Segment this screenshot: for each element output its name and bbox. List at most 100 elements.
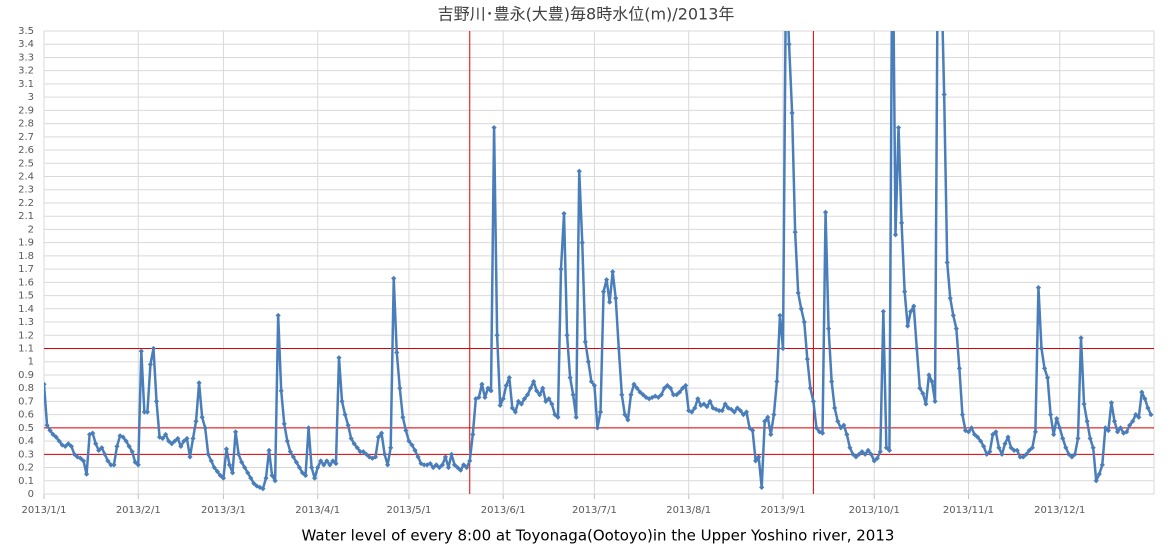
data-point xyxy=(1011,447,1017,453)
data-point xyxy=(920,390,926,397)
data-point xyxy=(366,454,372,460)
data-point xyxy=(257,484,263,490)
data-point xyxy=(1148,412,1154,418)
data-point xyxy=(1105,427,1111,434)
data-point xyxy=(518,401,525,407)
y-tick-label: 2.1 xyxy=(18,211,34,222)
data-point xyxy=(722,401,728,407)
data-point xyxy=(1023,451,1029,457)
plot-border xyxy=(43,30,1155,495)
y-tick-label: 0.5 xyxy=(18,423,34,434)
data-point xyxy=(44,381,47,387)
data-point xyxy=(819,430,826,436)
data-point xyxy=(348,435,354,442)
data-point xyxy=(655,394,661,401)
data-point xyxy=(388,445,394,451)
y-tick-label: 0 xyxy=(28,489,34,500)
data-point xyxy=(281,421,287,427)
data-point xyxy=(102,451,108,457)
data-point xyxy=(813,425,820,431)
data-point xyxy=(692,405,698,411)
data-point xyxy=(512,409,518,415)
data-point xyxy=(65,441,71,447)
data-point xyxy=(83,471,90,477)
data-point xyxy=(707,398,713,404)
data-point xyxy=(506,374,512,381)
data-point xyxy=(962,427,969,434)
data-point xyxy=(105,458,111,464)
data-point xyxy=(561,210,567,217)
data-point xyxy=(844,431,850,438)
data-point xyxy=(1090,445,1096,451)
data-point xyxy=(795,290,801,296)
data-point xyxy=(90,430,96,436)
data-point xyxy=(111,462,117,468)
y-tick-label: 0.2 xyxy=(18,463,34,474)
data-point xyxy=(214,468,220,475)
data-point xyxy=(47,427,53,434)
data-point xyxy=(524,392,531,398)
y-tick-label: 2.4 xyxy=(18,172,34,183)
data-point xyxy=(439,462,445,468)
data-point xyxy=(713,406,719,412)
data-point xyxy=(807,385,813,391)
data-point xyxy=(1020,454,1026,460)
data-point xyxy=(941,91,947,98)
data-point xyxy=(436,464,442,471)
data-point xyxy=(1096,471,1102,477)
data-point xyxy=(926,372,932,378)
data-point xyxy=(999,451,1005,457)
data-point xyxy=(789,110,795,116)
data-point xyxy=(658,392,664,398)
x-tick-label: 2013/6/1 xyxy=(481,505,526,516)
data-point xyxy=(588,378,594,385)
data-point xyxy=(190,435,196,442)
data-point xyxy=(710,405,716,411)
data-point xyxy=(990,431,996,438)
data-point xyxy=(540,385,546,391)
data-point xyxy=(947,295,953,301)
data-point xyxy=(859,449,865,455)
data-point xyxy=(850,451,856,457)
data-point xyxy=(284,438,290,444)
y-tick-label: 1.3 xyxy=(18,317,34,328)
x-tick-label: 2013/3/1 xyxy=(201,505,246,516)
x-tick-label: 2013/10/1 xyxy=(849,505,900,516)
data-point xyxy=(737,408,744,414)
data-point xyxy=(251,480,257,487)
data-point xyxy=(509,405,515,411)
y-tick-label: 1.4 xyxy=(18,304,34,315)
data-point xyxy=(272,478,278,484)
data-point xyxy=(877,449,883,455)
data-point xyxy=(798,306,804,312)
data-point xyxy=(534,388,540,394)
data-point xyxy=(959,412,966,418)
data-point xyxy=(360,449,366,455)
data-point xyxy=(403,427,409,434)
data-point xyxy=(734,405,740,411)
data-point xyxy=(357,449,363,455)
data-point xyxy=(932,398,938,404)
data-point xyxy=(683,382,689,389)
data-point xyxy=(1081,401,1087,407)
data-point xyxy=(847,445,853,451)
data-point xyxy=(464,464,470,471)
data-point xyxy=(50,431,56,438)
x-tick-label: 2013/1/1 xyxy=(22,505,67,516)
data-point xyxy=(503,382,509,389)
data-point xyxy=(68,443,74,449)
data-point xyxy=(689,409,695,415)
data-point xyxy=(1124,429,1130,435)
data-point xyxy=(531,378,537,385)
data-point xyxy=(500,396,506,402)
data-point xyxy=(634,385,640,391)
data-point xyxy=(120,434,126,440)
data-point xyxy=(336,355,342,361)
data-point xyxy=(433,462,439,468)
data-point xyxy=(132,459,138,465)
x-tick-label: 2013/12/1 xyxy=(1034,505,1085,516)
data-point xyxy=(993,429,999,435)
data-point xyxy=(558,266,564,272)
data-point xyxy=(1054,415,1060,422)
